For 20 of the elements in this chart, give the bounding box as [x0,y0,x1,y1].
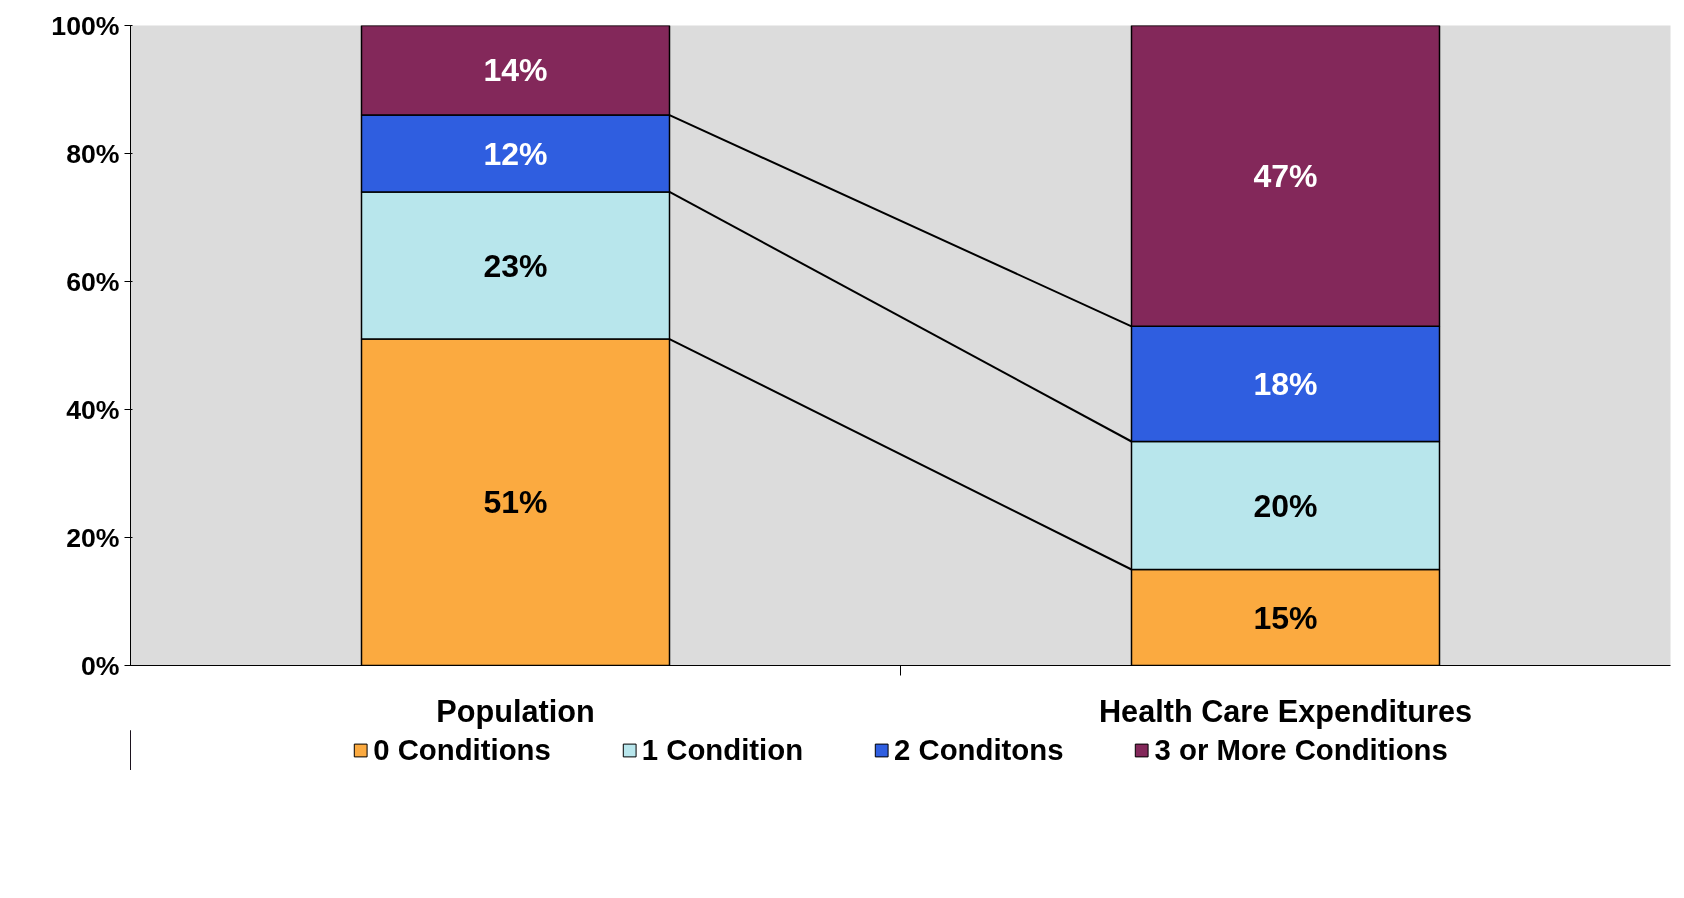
y-tick-label: 0% [80,650,120,681]
y-tick-label: 60% [66,266,120,297]
legend-label: 0 Conditions [373,733,551,767]
data-label: 12% [483,135,548,172]
data-label: 20% [1253,487,1318,524]
legend-label: 2 Conditons [894,733,1064,767]
x-tick-label: Health Care Expenditures [1098,693,1473,729]
y-tick-label: 20% [66,522,120,553]
data-label: 18% [1253,365,1318,402]
legend-label: 3 or More Conditions [1154,733,1448,767]
y-tick-label: 80% [66,138,120,169]
data-label: 14% [483,52,548,89]
y-tick-label: 100% [51,10,120,41]
data-label: 23% [483,247,548,284]
data-label: 47% [1253,157,1318,194]
data-label: 51% [483,484,548,521]
y-tick-label: 40% [66,394,120,425]
legend-label: 1 Condition [641,733,804,767]
data-label: 15% [1253,599,1318,636]
x-tick-label: Population [436,693,595,729]
